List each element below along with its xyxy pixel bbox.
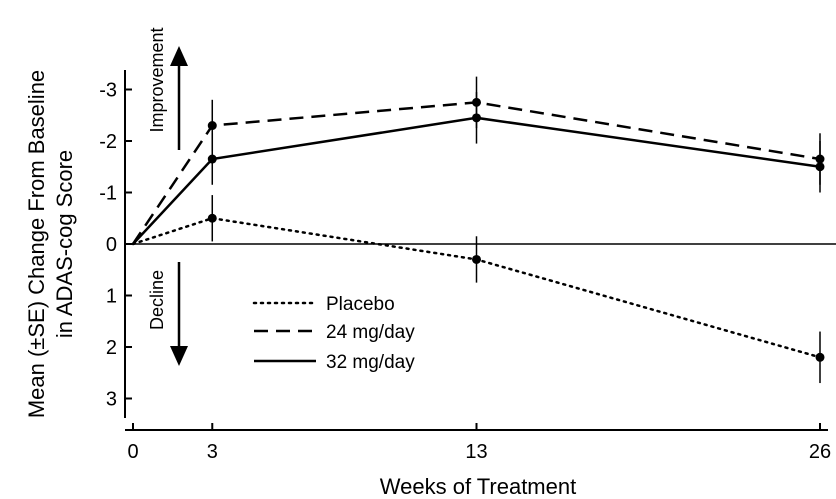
y-tick-label: 3 [106, 389, 117, 411]
axes: -3 -2 -1 0 1 2 3 0 3 13 26 [99, 70, 836, 463]
y-tick-label: -2 [99, 131, 117, 153]
data-point [207, 213, 217, 223]
y-axis-title: Mean (±SE) Change From Baseline in ADAS-c… [24, 70, 77, 418]
data-point [472, 254, 481, 264]
y-axis-title-line-2: in ADAS-cog Score [52, 150, 77, 338]
x-tick-label: 3 [207, 441, 218, 463]
x-tick-label: 13 [465, 441, 487, 463]
decline-label: Decline [147, 270, 167, 330]
y-tick-label: -3 [99, 80, 117, 102]
data-point [815, 352, 825, 362]
improvement-arrow-head [170, 46, 188, 66]
data-point [815, 162, 825, 172]
data-point [472, 113, 481, 123]
series-line [131, 216, 822, 359]
plot-area [131, 76, 825, 384]
x-tick-label: 26 [809, 441, 831, 463]
legend-label: 32 mg/day [326, 352, 415, 373]
y-tick-label: 2 [106, 337, 117, 359]
y-tick-label: 1 [106, 286, 117, 308]
legend: Placebo 24 mg/day 32 mg/day [252, 294, 415, 373]
series-line [131, 101, 821, 245]
improvement-label: Improvement [147, 27, 167, 132]
y-tick-label: -1 [99, 183, 117, 205]
legend-label: Placebo [326, 294, 395, 315]
data-point [207, 154, 217, 164]
y-tick-label: 0 [106, 234, 117, 256]
series-placebo [131, 195, 825, 384]
series-32-mg-day [132, 92, 825, 245]
series-line [132, 116, 821, 245]
y-axis-title-line-1: Mean (±SE) Change From Baseline [24, 70, 49, 418]
series-24-mg-day [131, 76, 825, 245]
x-axis-title: Weeks of Treatment [380, 474, 576, 499]
legend-label: 24 mg/day [326, 322, 415, 343]
x-tick-label: 0 [127, 441, 138, 463]
data-point [207, 121, 217, 131]
labels: Weeks of Treatment Mean (±SE) Change From… [24, 27, 576, 499]
decline-arrow-head [170, 346, 188, 366]
